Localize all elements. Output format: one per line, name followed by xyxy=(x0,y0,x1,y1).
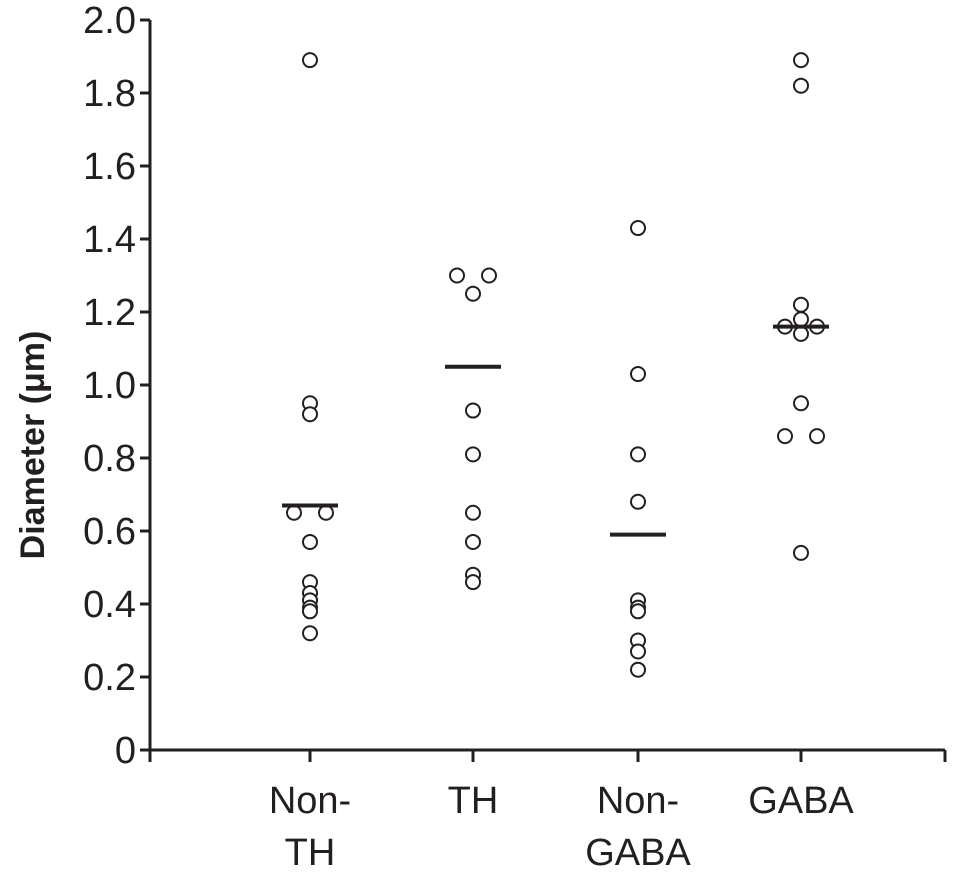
data-point xyxy=(302,603,318,620)
data-point xyxy=(465,533,481,550)
data-point xyxy=(630,366,646,383)
y-tick-label: 1.6 xyxy=(83,146,136,188)
y-tick-label: 0.2 xyxy=(83,657,136,699)
data-point xyxy=(465,285,481,302)
data-point xyxy=(809,428,825,445)
data-point xyxy=(630,661,646,678)
data-point xyxy=(449,267,465,284)
x-category-label-line: Non- xyxy=(597,780,679,822)
data-point xyxy=(793,77,809,94)
y-axis-label: Diameter (μm) xyxy=(14,331,52,560)
data-point xyxy=(302,406,318,423)
data-point xyxy=(793,296,809,313)
data-point xyxy=(302,625,318,642)
x-category-label: GABA xyxy=(748,780,854,822)
x-category-label-line: Non- xyxy=(269,780,351,822)
y-tick-label: 0.6 xyxy=(83,511,136,553)
data-point xyxy=(630,603,646,620)
y-tick-label: 1.2 xyxy=(83,292,136,334)
data-point xyxy=(793,395,809,412)
y-tick-label: 1.0 xyxy=(83,365,136,407)
data-point xyxy=(465,402,481,419)
data-point xyxy=(630,493,646,510)
x-category-label: Non- TH xyxy=(269,780,351,872)
x-category-label-line: TH xyxy=(285,832,336,872)
data-point xyxy=(302,533,318,550)
x-category-label-line: GABA xyxy=(748,780,854,822)
mean-lines xyxy=(282,324,829,537)
y-tick-label: 0 xyxy=(115,730,136,772)
data-points xyxy=(286,52,825,678)
data-point xyxy=(793,311,809,328)
x-category-label: TH xyxy=(448,780,499,822)
data-point xyxy=(777,428,793,445)
x-axis: Non- TH TH Non- GABA GABA xyxy=(148,748,947,872)
data-point xyxy=(481,267,497,284)
y-tick-label: 2.0 xyxy=(83,0,136,42)
data-point xyxy=(630,220,646,237)
y-tick-label: 1.4 xyxy=(83,219,136,261)
data-point xyxy=(465,574,481,591)
y-tick-label: 0.8 xyxy=(83,438,136,480)
data-point xyxy=(793,52,809,69)
data-point xyxy=(630,643,646,660)
data-point xyxy=(630,446,646,463)
data-point xyxy=(793,325,809,342)
data-point xyxy=(302,52,318,69)
data-point xyxy=(465,504,481,521)
y-tick-label: 1.8 xyxy=(83,73,136,115)
y-axis: 0 0.2 0.4 0.6 0.8 1.0 1.2 1.4 1.6 1.8 2.0 xyxy=(83,0,152,772)
x-category-label-line: TH xyxy=(448,780,499,822)
x-category-label: Non- GABA xyxy=(585,780,691,872)
data-point xyxy=(465,446,481,463)
x-category-label-line: GABA xyxy=(585,832,691,872)
y-tick-label: 0.4 xyxy=(83,584,136,626)
data-point xyxy=(793,544,809,561)
data-point xyxy=(318,504,334,521)
data-point xyxy=(286,504,302,521)
